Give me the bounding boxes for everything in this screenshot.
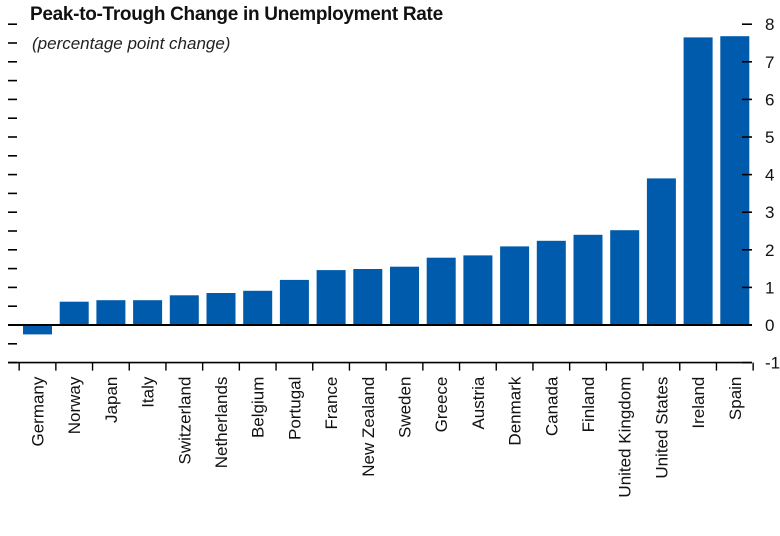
bar-italy	[133, 300, 163, 325]
x-category-label: Spain	[726, 377, 745, 420]
bar-finland	[573, 234, 603, 325]
x-category-label: Belgium	[249, 377, 268, 438]
chart-subtitle: (percentage point change)	[32, 34, 231, 53]
y-tick-label: 5	[765, 128, 774, 147]
bar-canada	[536, 240, 566, 325]
bar-greece	[426, 257, 456, 325]
x-category-label: France	[322, 377, 341, 430]
bar-denmark	[500, 246, 530, 325]
x-category-label: New Zealand	[359, 377, 378, 477]
y-tick-label: -1	[765, 354, 780, 373]
x-category-label: Japan	[102, 377, 121, 423]
y-tick-label: 6	[765, 90, 774, 109]
y-tick-label: 4	[765, 166, 774, 185]
x-category-label: Germany	[29, 376, 48, 446]
bar-austria	[463, 255, 493, 325]
x-category-label: United States	[652, 377, 671, 479]
x-category-label: Canada	[542, 376, 561, 436]
x-category-label: Ireland	[689, 377, 708, 429]
x-category-label: Austria	[469, 376, 488, 429]
x-category-label: United Kingdom	[616, 377, 635, 498]
x-category-label: Italy	[139, 376, 158, 408]
bar-norway	[59, 301, 89, 325]
y-tick-label: 8	[765, 15, 774, 34]
bar-switzerland	[169, 295, 199, 325]
y-tick-label: 2	[765, 241, 774, 260]
y-tick-label: 7	[765, 53, 774, 72]
bar-sweden	[390, 266, 419, 325]
bar-netherlands	[206, 293, 236, 325]
bar-spain	[720, 36, 750, 325]
x-category-label: Norway	[65, 376, 84, 434]
chart-title: Peak-to-Trough Change in Unemployment Ra…	[30, 4, 443, 25]
bar-france	[316, 270, 346, 325]
bar-new-zealand	[353, 269, 383, 325]
x-category-label: Switzerland	[175, 377, 194, 465]
x-category-label: Greece	[432, 377, 451, 433]
bar-japan	[96, 300, 126, 325]
bar-belgium	[243, 290, 273, 325]
bar-united-kingdom	[610, 230, 640, 325]
x-category-label: Sweden	[396, 377, 415, 438]
x-category-label: Finland	[579, 377, 598, 433]
x-category-label: Netherlands	[212, 377, 231, 469]
y-tick-label: 0	[765, 316, 774, 335]
y-tick-label: 1	[765, 278, 774, 297]
bar-united-states	[646, 178, 676, 325]
bar-portugal	[279, 279, 309, 325]
x-category-label: Portugal	[285, 377, 304, 440]
bar-germany	[23, 325, 52, 335]
x-category-label: Denmark	[506, 376, 525, 445]
bar-ireland	[683, 37, 713, 326]
y-tick-label: 3	[765, 203, 774, 222]
